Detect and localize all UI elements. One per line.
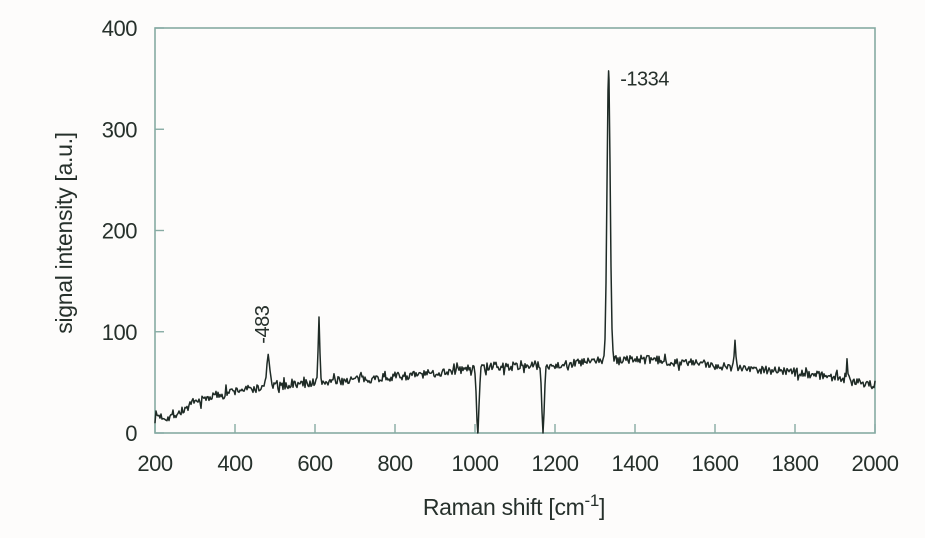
y-tick-label-200: 200 xyxy=(102,219,137,244)
y-axis-title: signal intensity [a.u.] xyxy=(51,132,77,334)
peak-label-483: -483 xyxy=(252,305,274,343)
x-axis-ticks xyxy=(154,424,876,433)
y-tick-label-100: 100 xyxy=(102,320,137,345)
x-tick-label-1600: 1600 xyxy=(692,451,739,476)
x-axis-title-close-bracket: ] xyxy=(599,494,605,520)
x-tick-label-1400: 1400 xyxy=(612,451,659,476)
y-axis-ticks xyxy=(155,27,164,434)
y-axis-tick-labels: 0 100 200 300 400 xyxy=(102,16,138,446)
y-tick-label-0: 0 xyxy=(125,421,137,446)
y-tick-label-400: 400 xyxy=(102,16,137,41)
x-tick-label-1800: 1800 xyxy=(772,451,819,476)
peak-label-1334: -1334 xyxy=(620,69,669,91)
x-tick-label-1000: 1000 xyxy=(452,451,499,476)
peak-annotations: -483 -1334 xyxy=(252,69,670,344)
x-axis-tick-labels: 200 400 600 800 1000 1200 1400 1600 1800 2000 xyxy=(137,451,899,476)
x-tick-label-400: 400 xyxy=(217,451,252,476)
spectrum-trace xyxy=(154,70,876,434)
x-tick-label-2000: 2000 xyxy=(852,451,899,476)
x-tick-label-600: 600 xyxy=(297,451,332,476)
x-tick-label-800: 800 xyxy=(377,451,412,476)
x-tick-label-1200: 1200 xyxy=(532,451,579,476)
y-tick-label-300: 300 xyxy=(102,117,137,142)
x-axis-title: Raman shift [cm-1] xyxy=(423,491,605,520)
x-tick-label-200: 200 xyxy=(137,451,172,476)
x-axis-title-main: Raman shift [cm xyxy=(423,494,585,520)
x-axis-title-superscript: -1 xyxy=(585,491,600,510)
